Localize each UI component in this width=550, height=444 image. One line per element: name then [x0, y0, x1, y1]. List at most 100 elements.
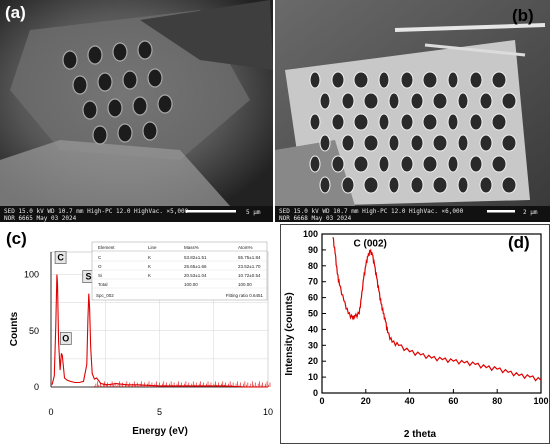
pore [97, 72, 113, 92]
pore [319, 92, 331, 110]
pore [82, 100, 98, 120]
eds-peak-label: O [62, 334, 69, 344]
scale-bar-a [186, 210, 236, 213]
pore [501, 92, 517, 110]
pores-b [309, 71, 517, 194]
xrd-y-tick-label: 30 [308, 340, 318, 350]
xrd-peak-annotation: C (002) [354, 239, 387, 250]
pore [319, 176, 331, 194]
pore [353, 71, 369, 89]
sem-info-a-line2: NOR 6665 May 03 2024 [4, 215, 77, 222]
eds-y-tick-label: 0 [34, 382, 39, 392]
eds-table-cell: O [98, 264, 102, 269]
eds-results-table: Element Line Mass% Atom% C K 53.82±1.51 65.75±1… [91, 241, 268, 301]
xrd-x-tick-label: 0 [319, 396, 324, 406]
eds-table-cell: K [148, 273, 151, 278]
pore [410, 134, 424, 152]
pore [491, 113, 507, 131]
pore [87, 45, 103, 65]
panel-label-b: (b) [512, 6, 534, 25]
pore [457, 176, 469, 194]
xrd-ticks: 0 20 40 60 80 100 0 10 20 30 40 50 60 70 80 90 100 [303, 229, 549, 406]
pore [410, 92, 424, 110]
xrd-y-tick-label: 60 [308, 293, 318, 303]
eds-table-footer-left: Spc_002 [96, 293, 114, 298]
pore [400, 71, 414, 89]
xrd-y-tick-label: 10 [308, 372, 318, 382]
eds-table-header: Mass% [184, 245, 199, 250]
pore [341, 92, 355, 110]
pore [112, 42, 128, 62]
eds-peak-label: C [57, 253, 64, 263]
pore [147, 68, 163, 88]
scale-bar-label-a: 5 μm [246, 209, 261, 216]
pore [341, 176, 355, 194]
eds-table-cell: K [148, 264, 151, 269]
pore [309, 71, 321, 89]
xrd-y-axis-label: Intensity (counts) [284, 292, 295, 375]
pore [309, 155, 321, 173]
eds-x-axis-label: Energy (eV) [132, 426, 188, 437]
pore [309, 113, 321, 131]
pore [447, 113, 459, 131]
xrd-x-tick-label: 80 [492, 396, 502, 406]
eds-peak-tag [59, 332, 72, 345]
pore [363, 176, 379, 194]
eds-table-cell: C [98, 255, 102, 260]
eds-spectrum-line [51, 274, 268, 388]
pore [432, 92, 448, 110]
pore [363, 92, 379, 110]
pore [457, 92, 469, 110]
eds-table-cell: 10.72±0.54 [238, 273, 261, 278]
eds-table-footer-right: Fitting ratio 0.6451 [226, 293, 264, 298]
pore [422, 155, 438, 173]
pore [491, 71, 507, 89]
pore [157, 94, 173, 114]
pore [491, 155, 507, 173]
scale-bar-label-b: 2 μm [523, 209, 538, 216]
pore [432, 134, 448, 152]
xrd-y-tick-label: 100 [303, 229, 318, 239]
eds-peak-label: Si [86, 272, 95, 282]
eds-table-cell: 20.53±1.04 [184, 273, 207, 278]
pore [479, 176, 493, 194]
xrd-y-tick-label: 80 [308, 261, 318, 271]
pore [388, 176, 400, 194]
eds-x-tick-label: 10 [263, 407, 273, 417]
sem-info-a-line1: SED 15.0 kV WD 10.7 mm High-PC 12.0 High… [4, 208, 189, 215]
pore [353, 113, 369, 131]
sem-image-a: SED 15.0 kV WD 10.7 mm High-PC 12.0 High… [0, 0, 274, 222]
pores-a [62, 40, 173, 145]
pore [62, 50, 78, 70]
pore [142, 121, 158, 141]
xrd-chart: (d) Intensity (counts) 2 theta 0 20 40 60 80… [280, 224, 550, 444]
eds-series [51, 274, 271, 388]
eds-x-tick-label: 0 [48, 407, 53, 417]
pore [341, 134, 355, 152]
xrd-y-tick-label: 90 [308, 245, 318, 255]
eds-table-cell: Total [98, 282, 108, 287]
xrd-y-tick-label: 40 [308, 324, 318, 334]
panel-label-d: (d) [508, 233, 530, 252]
eds-y-tick-label: 100 [24, 270, 39, 280]
xrd-annotations: C (002) [354, 239, 387, 250]
xrd-y-tick-label: 70 [308, 277, 318, 287]
pore [378, 113, 390, 131]
sem-info-b-line2: NOR 6668 May 03 2024 [279, 215, 352, 222]
pore [469, 113, 483, 131]
pore [363, 134, 379, 152]
pore [410, 176, 424, 194]
pore [457, 134, 469, 152]
panel-label-a: (a) [5, 3, 26, 22]
pore [501, 134, 517, 152]
eds-panel: (c) Counts Energy (eV) 0 5 10 0 50 100 C O Si E… [0, 224, 280, 444]
xrd-y-tick-label: 20 [308, 356, 318, 366]
xrd-y-tick-label: 50 [308, 309, 318, 319]
eds-table-cell: 25.65±1.66 [184, 264, 207, 269]
pore [479, 134, 493, 152]
sem-image-a-drawing: SED 15.0 kV WD 10.7 mm High-PC 12.0 High… [0, 0, 273, 222]
eds-table-cell: K [148, 255, 151, 260]
pore [378, 155, 390, 173]
pore [469, 155, 483, 173]
pore [378, 71, 390, 89]
